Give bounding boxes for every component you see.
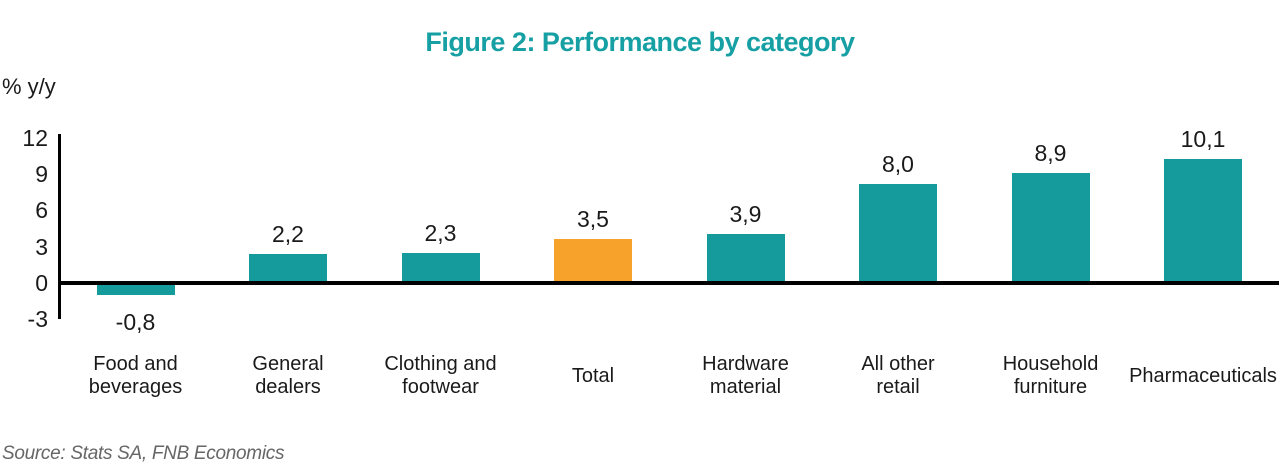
zero-baseline [58,281,1279,285]
bar-value-label: 8,0 [882,151,914,178]
category-label: Clothing and footwear [384,353,497,398]
category-label: Total [571,364,615,387]
bar-pharmaceuticals [1164,158,1242,281]
y-tick-label: -3 [27,306,48,333]
bar-value-label: -0,8 [115,308,156,335]
category-label: All other retail [861,353,935,398]
y-tick-label: 12 [22,124,48,151]
category-label: General dealers [252,353,324,398]
bar-household-furniture [1011,173,1090,281]
bar-value-label: 8,9 [1034,140,1067,167]
y-tick-label: 3 [35,233,48,260]
y-axis-unit-label: % y/y [2,74,56,99]
bar-value-label: 3,9 [729,200,762,227]
bar-all-other-retail [859,184,937,281]
bar-value-label: 2,2 [272,221,304,248]
category-label: Food and beverages [88,353,183,398]
bar-hardware-material [706,233,785,281]
y-tick-label: 0 [35,270,48,296]
y-tick-label: 9 [35,161,48,188]
bar-general-dealers [249,254,327,281]
bar-clothing-and-footwear [401,253,480,281]
bar-value-label: 3,5 [577,205,609,232]
category-label: Pharmaceuticals [1129,364,1277,387]
bar-value-label: 10,1 [1180,125,1226,152]
bar-food-and-beverages [96,285,175,295]
bar-value-label: 2,3 [424,220,457,247]
chart-title: Figure 2: Performance by category [425,27,855,57]
category-label: Hardware material [702,353,789,398]
y-tick-label: 6 [35,197,48,224]
category-label: Household furniture [1002,353,1099,398]
y-axis-line [58,134,61,319]
bar-total [554,238,632,281]
source-note: Source: Stats SA, FNB Economics [2,443,285,464]
